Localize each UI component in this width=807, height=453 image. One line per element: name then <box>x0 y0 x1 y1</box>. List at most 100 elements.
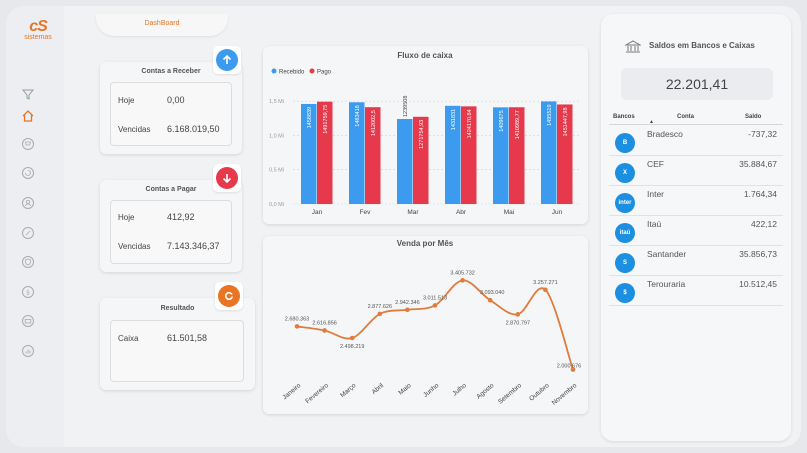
header-bancos[interactable]: Bancos <box>613 114 635 120</box>
venda-label: 2.870.797 <box>506 320 530 326</box>
receber-vencidas-value: 6.168.019,50 <box>167 124 220 134</box>
bar-label: 1412002,5 <box>371 110 377 136</box>
venda-label: 2.498.219 <box>340 344 364 350</box>
itau-logo-icon: itaú <box>615 223 635 243</box>
saldo-total: 22.201,41 <box>621 68 773 100</box>
bar-xtick: Jan <box>312 209 323 216</box>
bank-row-santander[interactable]: S Santander 35.856,73 <box>609 246 783 276</box>
venda-point-8[interactable] <box>515 312 521 317</box>
bar-pago-jun[interactable] <box>557 104 573 204</box>
venda-point-6[interactable] <box>460 278 465 283</box>
card-icon[interactable] <box>18 311 38 331</box>
venda-label: 2.616.856 <box>312 320 336 326</box>
bar-ytick: 1,5 Mi <box>269 99 284 105</box>
venda-mes-chart: Venda por Mês 2.680.363 Janeiro 2.616.856 Fe… <box>281 239 581 407</box>
venda-point-7[interactable] <box>487 297 493 303</box>
bank-row-cef[interactable]: X CEF 35.884,67 <box>609 156 783 186</box>
user-icon[interactable] <box>18 193 38 213</box>
cart-icon[interactable] <box>18 134 38 154</box>
report-icon[interactable] <box>18 341 38 361</box>
venda-label: 2.680.363 <box>285 316 309 322</box>
bank-saldo: 35.856,73 <box>739 249 777 259</box>
tab-dashboard[interactable]: DashBoard <box>96 14 228 36</box>
bar-recebido-jun[interactable] <box>541 101 557 204</box>
svg-text:$: $ <box>26 290 30 297</box>
refresh-circle-icon[interactable] <box>218 285 240 307</box>
pagar-vencidas-label: Vencidas <box>118 242 151 251</box>
venda-point-4[interactable] <box>405 307 410 313</box>
bar-pago-jan[interactable] <box>317 101 333 204</box>
sort-icon[interactable]: ▲ <box>649 119 654 125</box>
bar-ytick: 0,0 Mi <box>269 202 284 208</box>
fluxo-caixa-chart: Fluxo de caixa Recebido Pago 0,0 Mi 0,5 Mi 1,… <box>269 51 581 216</box>
legend-marker-recebido <box>271 68 277 74</box>
caixa-value: 61.501,58 <box>167 333 208 343</box>
bar-pago-mar[interactable] <box>413 116 429 204</box>
pagar-hoje-label: Hoje <box>118 213 135 222</box>
venda-label: 3.011.513 <box>423 295 447 301</box>
venda-point-9[interactable] <box>543 287 548 293</box>
pagar-hoje-value: 412,92 <box>167 212 195 222</box>
venda-label: 3.257.271 <box>533 280 557 286</box>
venda-xtick: Outubro <box>528 382 551 403</box>
venda-xtick: Agosto <box>475 382 495 401</box>
bar-label: 1424170,84 <box>467 109 473 138</box>
bar-recebido-fev[interactable] <box>349 102 365 204</box>
bar-label: 1483418 <box>355 105 361 126</box>
header-conta[interactable]: Conta <box>677 114 694 120</box>
venda-label: 2.000.676 <box>557 364 581 370</box>
filter-icon[interactable] <box>18 84 38 104</box>
venda-point-5[interactable] <box>432 303 438 308</box>
venda-label: 3.405.732 <box>450 270 474 276</box>
header-saldo[interactable]: Saldo <box>745 114 762 120</box>
bar-label: 1239508 <box>403 96 409 117</box>
bradesco-logo-icon: B <box>615 133 635 153</box>
venda-mes-card: Venda por Mês 2.680.363 Janeiro 2.616.856 Fe… <box>263 236 588 414</box>
bank-saldo: 422,12 <box>751 219 777 229</box>
venda-xtick: Março <box>339 382 358 399</box>
venda-xtick: Janeiro <box>281 382 302 401</box>
bar-pago-abr[interactable] <box>461 106 477 204</box>
santander-logo-icon: S <box>615 253 635 273</box>
venda-point-1[interactable] <box>322 328 327 333</box>
bar-recebido-mar[interactable] <box>397 119 413 204</box>
venda-point-10[interactable] <box>570 367 576 372</box>
bar-recebido-mai[interactable] <box>493 107 509 204</box>
bar-recebido-jan[interactable] <box>301 103 317 204</box>
bank-building-icon <box>624 40 642 59</box>
bar-xtick: Mai <box>504 209 514 216</box>
venda-xtick: Abril <box>371 382 386 396</box>
tesouraria-logo-icon: $ <box>615 283 635 303</box>
logo-text: sistemas <box>24 34 52 41</box>
venda-xtick: Novembro <box>551 382 579 407</box>
bar-xtick: Fev <box>360 209 372 216</box>
arrow-up-icon[interactable] <box>216 49 238 71</box>
bank-saldo: -737,32 <box>748 129 777 139</box>
venda-label: 2.877.626 <box>368 304 392 310</box>
bar-label: 1410989,77 <box>515 110 521 139</box>
saldos-title: Saldos em Bancos e Caixas <box>649 41 755 50</box>
home-icon[interactable] <box>18 106 38 126</box>
contas-receber-inner <box>110 82 232 146</box>
bank-row-inter[interactable]: inter Inter 1.764,34 <box>609 186 783 216</box>
bar-label: 1431831 <box>451 109 457 130</box>
bank-row-itaú[interactable]: itaú Itaú 422,12 <box>609 216 783 246</box>
venda-xtick: Setembro <box>497 382 523 406</box>
refresh-icon[interactable] <box>18 163 38 183</box>
tag-icon[interactable] <box>18 223 38 243</box>
arrow-down-icon[interactable] <box>216 167 238 189</box>
resultado-inner <box>110 320 244 382</box>
bank-row-terouraria[interactable]: $ Terouraria 10.512,45 <box>609 276 783 306</box>
money-icon[interactable]: $ <box>18 282 38 302</box>
bar-recebido-abr[interactable] <box>445 105 461 204</box>
bar-pago-fev[interactable] <box>365 107 381 204</box>
venda-point-2[interactable] <box>349 335 355 341</box>
venda-label: 3.093.040 <box>480 290 504 296</box>
bar-pago-mai[interactable] <box>509 107 525 204</box>
shield-icon[interactable] <box>18 252 38 272</box>
caixa-label: Caixa <box>118 334 139 343</box>
bar-label: 1458839 <box>307 107 313 128</box>
venda-point-0[interactable] <box>294 324 300 329</box>
bank-row-bradesco[interactable]: B Bradesco -737,32 <box>609 126 783 156</box>
venda-point-3[interactable] <box>377 311 383 317</box>
